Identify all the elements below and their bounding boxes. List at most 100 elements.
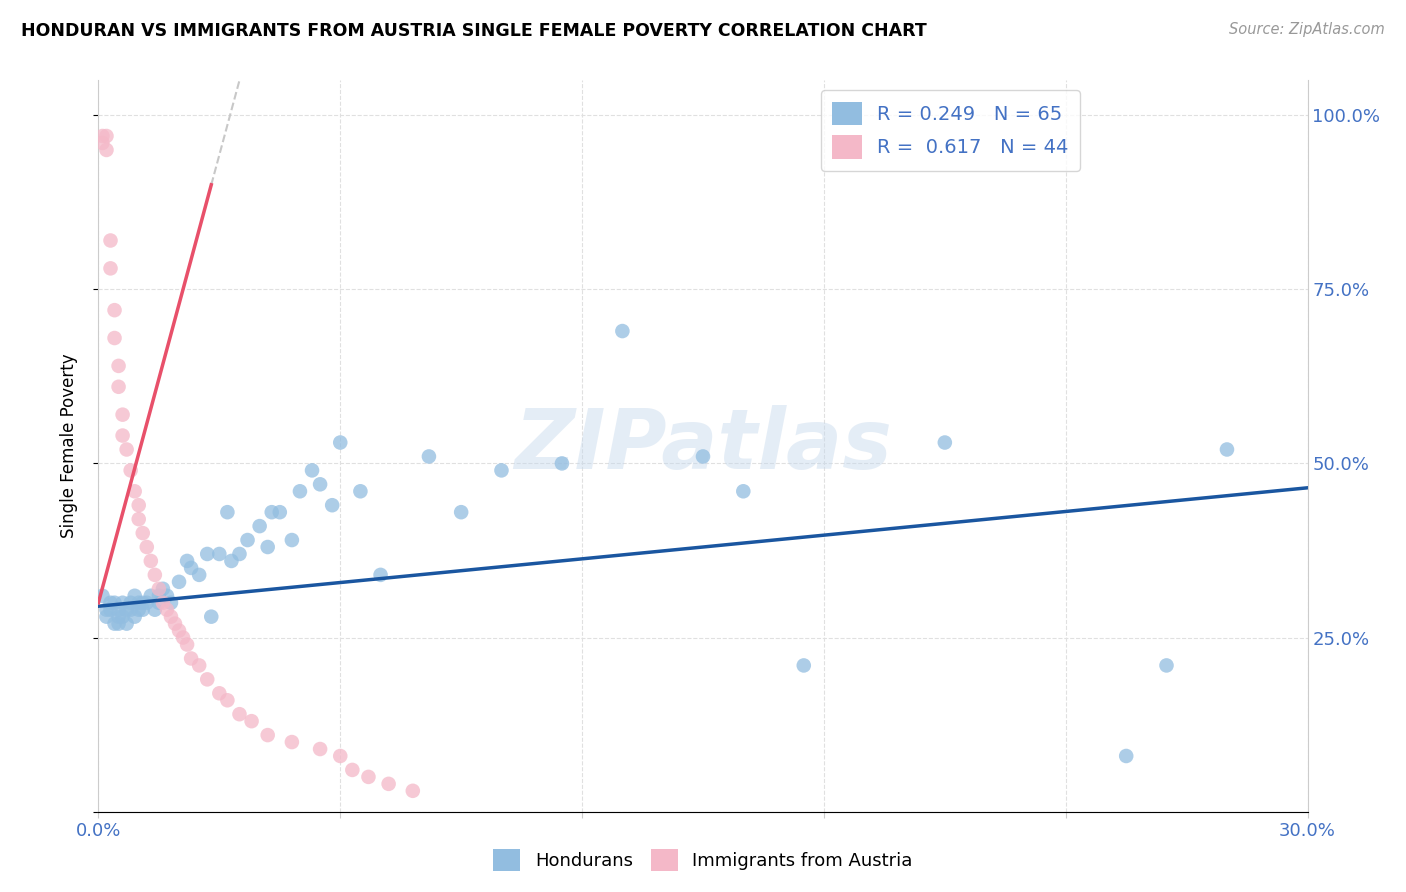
Point — [370, 567, 392, 582]
Point — [418, 450, 440, 464]
Point — [217, 505, 239, 519]
Point — [195, 547, 218, 561]
Point — [96, 128, 118, 143]
Point — [249, 519, 271, 533]
Point — [103, 616, 125, 631]
Y-axis label: Single Female Poverty: Single Female Poverty — [59, 354, 77, 538]
Point — [148, 582, 170, 596]
Point — [96, 143, 118, 157]
Point — [107, 380, 129, 394]
Point — [309, 742, 332, 756]
Point — [188, 567, 211, 582]
Point — [91, 589, 114, 603]
Point — [148, 589, 170, 603]
Point — [195, 673, 218, 687]
Point — [152, 582, 174, 596]
Point — [180, 651, 202, 665]
Point — [176, 638, 198, 652]
Point — [124, 484, 146, 499]
Point — [288, 484, 311, 499]
Point — [309, 477, 332, 491]
Point — [120, 603, 142, 617]
Point — [180, 561, 202, 575]
Point — [450, 505, 472, 519]
Point — [107, 359, 129, 373]
Point — [111, 408, 134, 422]
Point — [357, 770, 380, 784]
Point — [342, 763, 364, 777]
Point — [107, 603, 129, 617]
Point — [107, 609, 129, 624]
Point — [160, 596, 183, 610]
Point — [228, 707, 250, 722]
Point — [208, 547, 231, 561]
Text: HONDURAN VS IMMIGRANTS FROM AUSTRIA SINGLE FEMALE POVERTY CORRELATION CHART: HONDURAN VS IMMIGRANTS FROM AUSTRIA SING… — [21, 22, 927, 40]
Point — [167, 574, 190, 589]
Point — [103, 303, 125, 318]
Point — [115, 603, 138, 617]
Point — [132, 596, 155, 610]
Point — [692, 450, 714, 464]
Point — [120, 463, 142, 477]
Point — [260, 505, 283, 519]
Point — [329, 749, 352, 764]
Point — [269, 505, 291, 519]
Point — [91, 128, 114, 143]
Point — [160, 609, 183, 624]
Point — [128, 498, 150, 512]
Point — [163, 616, 186, 631]
Point — [91, 136, 114, 150]
Legend: R = 0.249   N = 65, R =  0.617   N = 44: R = 0.249 N = 65, R = 0.617 N = 44 — [821, 90, 1080, 170]
Point — [115, 442, 138, 457]
Point — [167, 624, 190, 638]
Point — [200, 609, 222, 624]
Point — [208, 686, 231, 700]
Point — [217, 693, 239, 707]
Point — [221, 554, 243, 568]
Point — [120, 596, 142, 610]
Point — [301, 463, 323, 477]
Point — [128, 512, 150, 526]
Point — [143, 567, 166, 582]
Point — [321, 498, 343, 512]
Point — [135, 596, 157, 610]
Point — [349, 484, 371, 499]
Point — [124, 609, 146, 624]
Point — [103, 331, 125, 345]
Point — [281, 533, 304, 547]
Point — [135, 540, 157, 554]
Point — [132, 526, 155, 541]
Point — [156, 589, 179, 603]
Point — [100, 603, 122, 617]
Point — [172, 631, 194, 645]
Point — [111, 428, 134, 442]
Point — [100, 261, 122, 276]
Point — [143, 603, 166, 617]
Point — [103, 596, 125, 610]
Point — [111, 609, 134, 624]
Point — [256, 540, 278, 554]
Point — [1115, 749, 1137, 764]
Point — [793, 658, 815, 673]
Point — [115, 616, 138, 631]
Point — [96, 603, 118, 617]
Point — [100, 596, 122, 610]
Point — [132, 603, 155, 617]
Point — [139, 589, 162, 603]
Point — [128, 596, 150, 610]
Point — [733, 484, 755, 499]
Point — [128, 603, 150, 617]
Point — [1216, 442, 1239, 457]
Text: Source: ZipAtlas.com: Source: ZipAtlas.com — [1229, 22, 1385, 37]
Point — [139, 554, 162, 568]
Point — [107, 616, 129, 631]
Point — [240, 714, 263, 728]
Point — [148, 596, 170, 610]
Point — [491, 463, 513, 477]
Point — [176, 554, 198, 568]
Point — [228, 547, 250, 561]
Point — [188, 658, 211, 673]
Point — [551, 457, 574, 471]
Point — [111, 596, 134, 610]
Point — [156, 603, 179, 617]
